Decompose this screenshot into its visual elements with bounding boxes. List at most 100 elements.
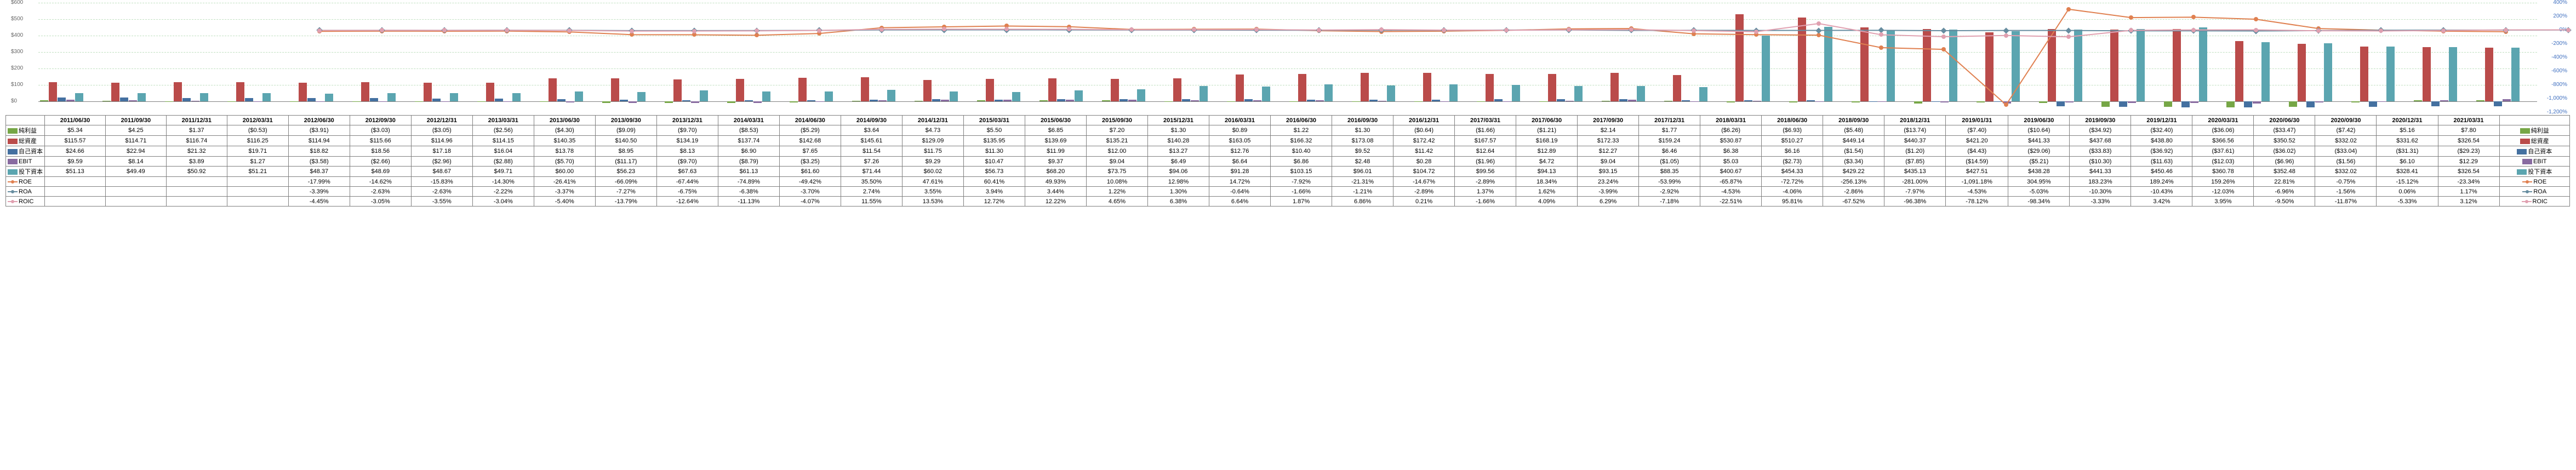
table-date-header: 2014/12/31 [902, 116, 963, 125]
table-cell: 12.22% [1025, 197, 1086, 207]
table-cell: ($5.21) [2008, 157, 2070, 167]
legend-swatch [2522, 201, 2532, 202]
marker-ROIC [879, 27, 884, 32]
table-corner [6, 116, 45, 125]
table-cell: $510.27 [1762, 136, 1823, 146]
row-label: 総資産 [6, 136, 45, 146]
table-cell: $48.37 [288, 167, 350, 177]
table-cell [45, 187, 106, 197]
table-cell: 3.95% [2192, 197, 2254, 207]
table-cell: ($33.83) [2070, 146, 2131, 157]
table-cell: ($14.59) [1946, 157, 2008, 167]
table-cell: $350.52 [2254, 136, 2315, 146]
table-cell: $11.99 [1025, 146, 1086, 157]
table-date-header: 2012/06/30 [288, 116, 350, 125]
table-cell: $6.86 [1271, 157, 1332, 167]
table-cell: 4.65% [1086, 197, 1147, 207]
table-cell: -2.63% [411, 187, 472, 197]
table-cell: ($9.70) [656, 125, 718, 136]
table-cell: $9.37 [1025, 157, 1086, 167]
table-cell: $11.54 [841, 146, 902, 157]
table-cell: -10.30% [2070, 187, 2131, 197]
table-cell: $50.92 [166, 167, 227, 177]
table-cell: -1.56% [2315, 187, 2377, 197]
table-cell: -17.99% [288, 177, 350, 187]
table-cell [105, 177, 166, 187]
table-cell: 1.17% [2438, 187, 2499, 197]
table-cell: 2.74% [841, 187, 902, 197]
table-cell: $3.89 [166, 157, 227, 167]
table-cell: $1.37 [166, 125, 227, 136]
table-corner-right [2499, 116, 2569, 125]
table-cell: $51.13 [45, 167, 106, 177]
table-cell: 23.24% [1578, 177, 1639, 187]
table-cell: $11.42 [1393, 146, 1455, 157]
table-cell: -3.05% [350, 197, 411, 207]
table-cell: $114.15 [472, 136, 534, 146]
table-cell: $60.00 [534, 167, 595, 177]
row-label: ROIC [6, 197, 45, 207]
table-cell: -96.38% [1884, 197, 1946, 207]
table-cell: 1.87% [1271, 197, 1332, 207]
table-cell: $61.60 [779, 167, 841, 177]
marker-ROIC [317, 28, 322, 33]
table-cell: -1.66% [1455, 197, 1516, 207]
table-date-header: 2015/12/31 [1148, 116, 1209, 125]
table-cell: ($3.03) [350, 125, 411, 136]
table-date-header: 2012/12/31 [411, 116, 472, 125]
table-cell: -98.34% [2008, 197, 2070, 207]
table-cell: -1.21% [1332, 187, 1393, 197]
table-cell: -23.34% [2438, 177, 2499, 187]
table-cell: $12.27 [1578, 146, 1639, 157]
table-cell: -10.43% [2131, 187, 2192, 197]
table-cell: -72.72% [1762, 177, 1823, 187]
table-cell: ($33.47) [2254, 125, 2315, 136]
table-cell: ($0.53) [227, 125, 288, 136]
marker-ROIC [1879, 32, 1883, 37]
table-date-header: 2015/06/30 [1025, 116, 1086, 125]
table-cell: -5.40% [534, 197, 595, 207]
table-cell: 1.37% [1455, 187, 1516, 197]
table-cell: $48.69 [350, 167, 411, 177]
table-cell: -67.44% [656, 177, 718, 187]
table-date-header: 2017/09/30 [1578, 116, 1639, 125]
table-cell: $163.05 [1209, 136, 1271, 146]
table-cell: ($3.05) [411, 125, 472, 136]
table-date-header: 2015/09/30 [1086, 116, 1147, 125]
table-cell: $49.71 [472, 167, 534, 177]
table-cell: ($3.25) [779, 157, 841, 167]
table-date-header: 2014/03/31 [718, 116, 779, 125]
table-cell: $435.13 [1884, 167, 1946, 177]
table-cell: $449.14 [1823, 136, 1884, 146]
row-label-right: ROA [2499, 187, 2569, 197]
table-cell: ($1.21) [1516, 125, 1578, 136]
table-cell: 18.34% [1516, 177, 1578, 187]
row-label: 自己資本 [6, 146, 45, 157]
chart-container: $0$100$200$300$400$500$600-1,200%-1,000%… [0, 0, 2576, 470]
table-cell: $9.04 [1086, 157, 1147, 167]
table-cell: $60.02 [902, 167, 963, 177]
table-cell: -26.41% [534, 177, 595, 187]
marker-ROIC [1129, 27, 1134, 32]
table-cell: ($6.26) [1700, 125, 1762, 136]
table-cell: ($4.30) [534, 125, 595, 136]
table-cell: $2.48 [1332, 157, 1393, 167]
table-cell: $441.33 [2008, 136, 2070, 146]
table-cell: $129.09 [902, 136, 963, 146]
table-cell: ($34.92) [2070, 125, 2131, 136]
table-cell: $440.37 [1884, 136, 1946, 146]
table-cell: $9.52 [1332, 146, 1393, 157]
table-cell: $5.03 [1700, 157, 1762, 167]
table-cell: 12.72% [963, 197, 1025, 207]
table-cell: -1,091.18% [1946, 177, 2008, 187]
table-cell: -6.96% [2254, 187, 2315, 197]
table-cell: $13.27 [1148, 146, 1209, 157]
marker-ROIC [1254, 27, 1259, 32]
table-cell: -3.55% [411, 197, 472, 207]
table-cell: $145.61 [841, 136, 902, 146]
table-cell: $8.14 [105, 157, 166, 167]
right-axis-tick: -1,200% [2547, 109, 2567, 115]
table-cell: 4.09% [1516, 197, 1578, 207]
table-cell: ($5.48) [1823, 125, 1884, 136]
marker-ROIC [1692, 28, 1696, 33]
